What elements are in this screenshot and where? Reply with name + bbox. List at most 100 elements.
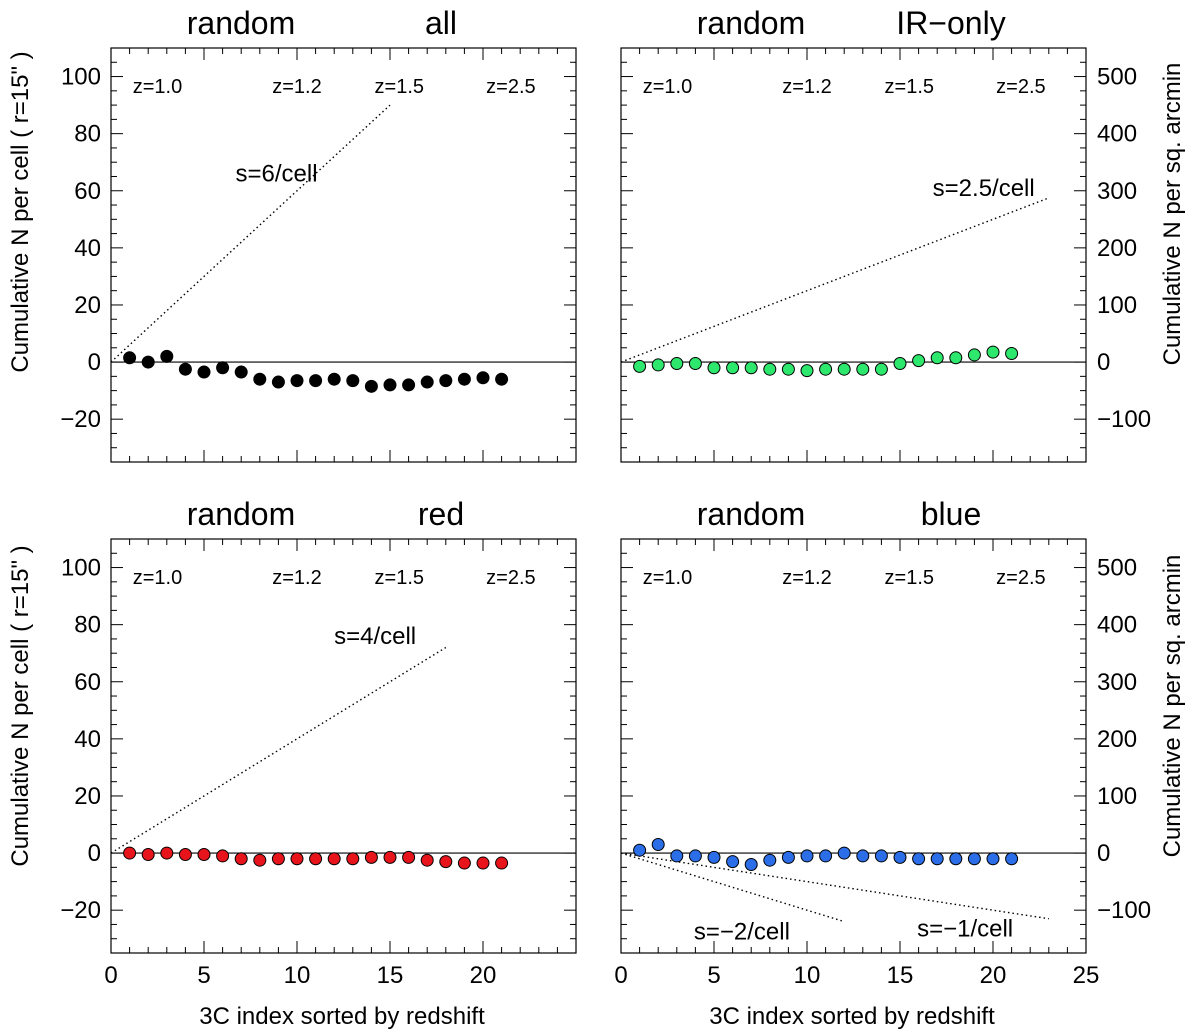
redshift-label: z=1.5 [375,76,424,98]
y-tick-label: 20 [74,783,101,810]
data-point [819,849,833,863]
x-tick-label: 5 [197,962,210,989]
data-point [476,371,490,385]
data-point [874,362,888,376]
y-tick-label: 0 [88,349,101,376]
data-point [123,351,137,365]
panel-title-left: random [697,496,806,532]
reference-line-label: s=2.5/cell [933,175,1035,202]
reference-line-label: s=−2/cell [694,919,790,946]
x-tick-label: 20 [980,962,1007,989]
data-point [912,852,926,866]
data-point [633,359,647,373]
data-point [271,375,285,389]
panel-top-right: random IR−only −100 0 100 200 300 400 500 z=1.0 z=… [620,5,1151,463]
data-point [688,356,702,370]
redshift-label: z=1.2 [272,76,321,98]
y-tick-label: 40 [74,726,101,753]
data-point [633,843,647,857]
panel-title-right: blue [921,496,982,532]
data-point [234,365,248,379]
data-point [651,838,665,852]
y-tick-label: −20 [60,406,101,433]
y-tick-label: 20 [74,292,101,319]
data-point [1005,852,1019,866]
panel-title-left: random [187,496,296,532]
right-tick-label: 200 [1097,726,1137,753]
data-point [930,852,944,866]
right-tick-label: 500 [1097,64,1137,91]
redshift-label: z=2.5 [486,76,535,98]
x-tick-label: 0 [614,962,627,989]
panel-bottom-left: random red −20 0 20 40 60 80 100 0 5 10 15 20 z=1.0 z=1… [60,496,577,989]
right-tick-label: −100 [1097,406,1151,433]
data-point [457,856,471,870]
reference-line [620,852,845,923]
data-point [1005,347,1019,361]
right-tick-label: −100 [1097,897,1151,924]
reference-line-label: s=4/cell [334,623,416,650]
redshift-label: z=1.5 [885,567,934,589]
redshift-label: z=1.0 [133,76,182,98]
data-point [234,852,248,866]
data-point [457,372,471,386]
y-tick-label: −20 [60,897,101,924]
right-tick-label: 100 [1097,783,1137,810]
data-point [197,365,211,379]
x-tick-label: 15 [887,962,914,989]
data-point [967,348,981,362]
redshift-label: z=1.0 [643,567,692,589]
plot-frame [110,47,577,463]
y-right-label-top: Cumulative N per sq. arcmin [1159,63,1186,366]
y-tick-label: 60 [74,178,101,205]
data-point [495,372,509,386]
data-point [763,853,777,867]
x-label-right: 3C index sorted by redshift [709,1003,995,1030]
data-point [160,349,174,363]
data-point [383,850,397,864]
data-point [290,374,304,388]
right-tick-label: 300 [1097,669,1137,696]
data-point [476,856,490,870]
panel-title-left: random [187,5,296,41]
data-point [178,847,192,861]
reference-line [110,104,391,363]
panel-top-left: random all −20 0 20 40 60 80 100 z=1.0 z=1.2 z=1.5 z… [60,5,577,463]
y-tick-label: 60 [74,669,101,696]
data-point [967,852,981,866]
redshift-label: z=1.2 [782,567,831,589]
data-point [837,846,851,860]
y-left-label-top: Cumulative N per cell ( r=15" ) [7,51,34,372]
y-tick-label: 0 [88,840,101,867]
data-point [383,378,397,392]
plot-frame [110,538,577,954]
data-point [744,857,758,871]
data-point [930,351,944,365]
redshift-label: z=2.5 [486,567,535,589]
data-point [781,362,795,376]
right-tick-label: 200 [1097,235,1137,262]
data-point [800,849,814,863]
x-tick-label: 5 [707,962,720,989]
data-point [346,852,360,866]
data-point [949,852,963,866]
data-point [893,356,907,370]
x-tick-label: 10 [284,962,311,989]
data-point [744,361,758,375]
right-tick-label: 400 [1097,121,1137,148]
data-point [309,374,323,388]
data-point [949,351,963,365]
reference-line-label: s=−1/cell [917,916,1013,943]
redshift-label: z=2.5 [996,567,1045,589]
data-point [707,850,721,864]
data-point [420,375,434,389]
x-tick-label: 10 [794,962,821,989]
data-point [495,856,509,870]
y-tick-label: 100 [61,64,101,91]
redshift-label: z=1.2 [272,567,321,589]
data-point [402,378,416,392]
data-point [688,849,702,863]
y-left-label-bottom: Cumulative N per cell ( r=15" ) [7,545,34,866]
panel-title-right: IR−only [896,5,1005,41]
